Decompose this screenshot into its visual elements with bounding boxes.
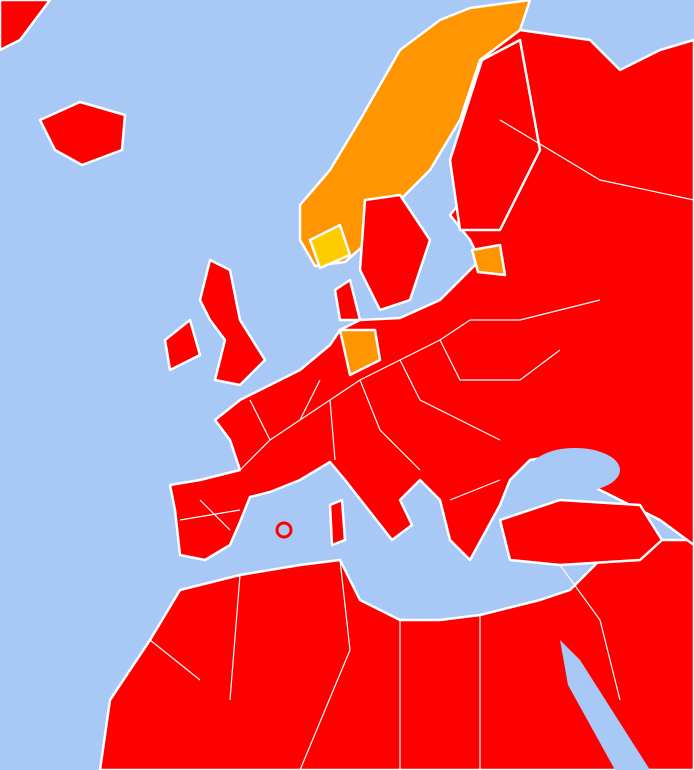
south-norway [308, 223, 352, 270]
baltic-region [470, 243, 507, 277]
sweden [358, 193, 432, 312]
borders [149, 119, 694, 770]
iceland [38, 100, 127, 167]
norway [298, 0, 532, 268]
denmark [333, 278, 362, 322]
great-britain [198, 258, 267, 387]
north-germany [338, 328, 382, 377]
sardinia-corsica [328, 498, 347, 547]
island-marker [275, 521, 293, 539]
ireland [163, 318, 202, 372]
turkey [498, 498, 664, 567]
greenland [0, 0, 52, 52]
finland [448, 38, 542, 232]
black-sea [530, 448, 620, 492]
red-sea [560, 640, 650, 770]
